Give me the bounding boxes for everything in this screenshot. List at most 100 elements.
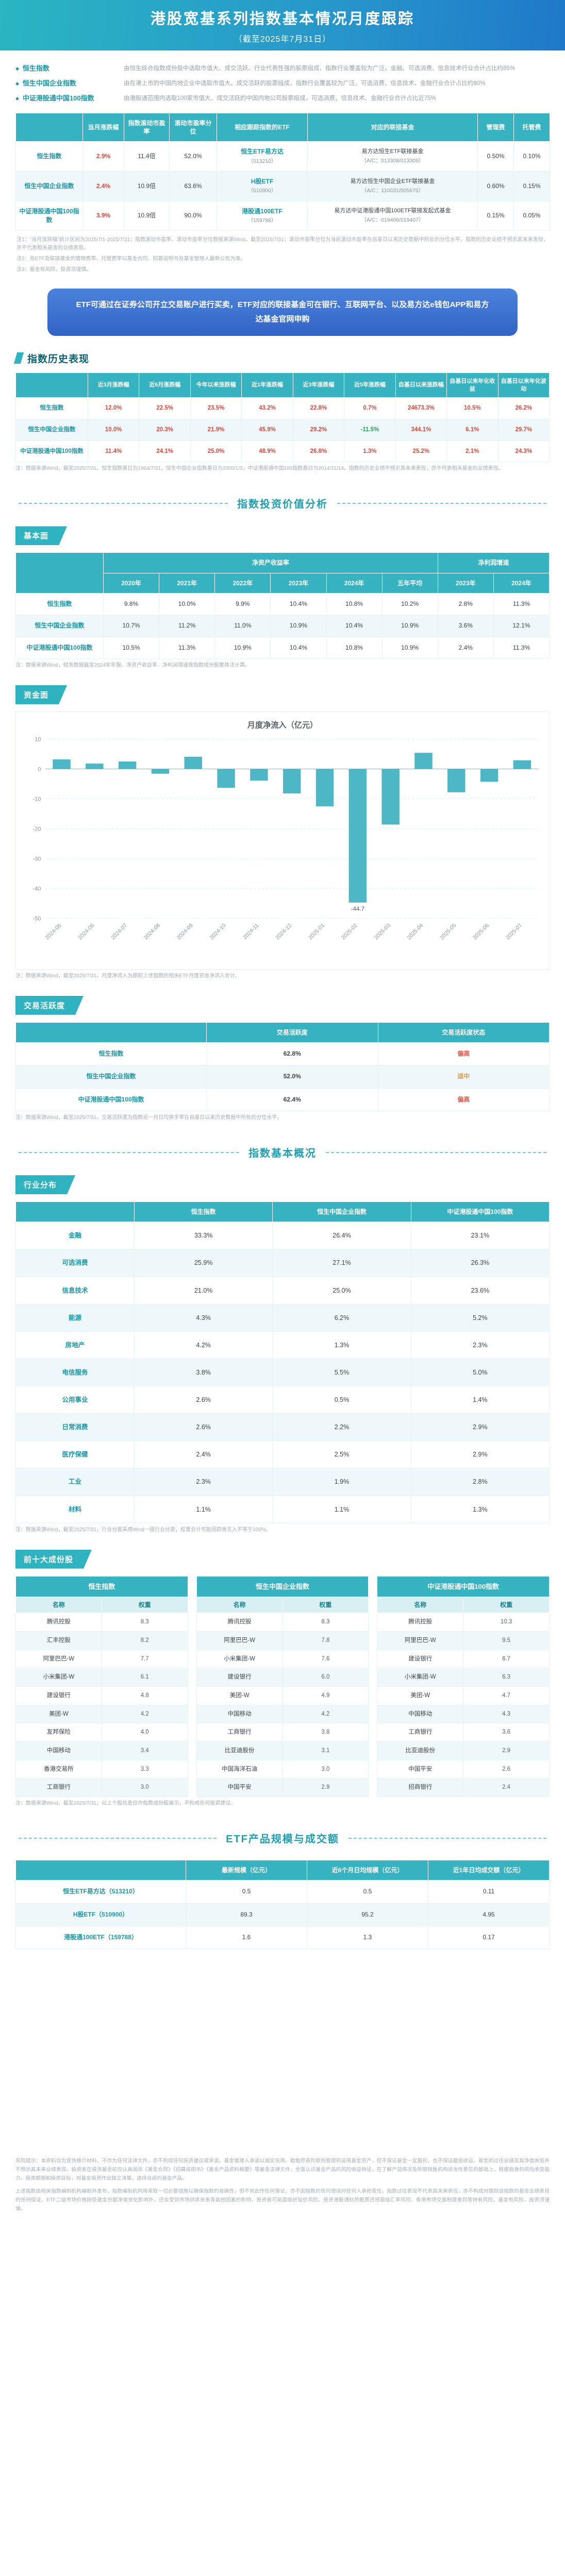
- fundamental-value: 9.9%: [214, 592, 271, 616]
- etf-products-table-head: 最新规模（亿元） 近6个月日均规模（亿元） 近1年日均成交额（亿元）: [15, 1860, 550, 1881]
- holdings-index-title: 恒生指数: [15, 1575, 188, 1598]
- index-intro-term: ◆ 恒生中国企业指数: [15, 79, 124, 89]
- industry-weight: 4.2%: [134, 1331, 273, 1359]
- return-value: 12.0%: [87, 397, 140, 420]
- page-content: ◆ 恒生指数 由恒生综合指数成份股中选取市值大、成交活跃、行业代表性强的股票组成，指…: [0, 50, 565, 1950]
- column-header: 最新规模（亿元）: [186, 1860, 307, 1881]
- fundamental-value: 10.9%: [381, 636, 438, 659]
- industry-weight: 2.9%: [410, 1440, 550, 1469]
- column-header: 指数滚动市盈率: [124, 112, 170, 142]
- divider-dash-left: [19, 1151, 239, 1153]
- column-header: 权重: [101, 1597, 188, 1614]
- feeder-fund-code: （A/C：110031/005675）: [361, 187, 424, 194]
- etf-product-name: 港股通100ETF（159788）: [15, 1926, 186, 1950]
- svg-text:0: 0: [38, 767, 41, 773]
- industry-name: 日常消费: [15, 1413, 135, 1442]
- fundamentals-tag: 基本面: [15, 526, 67, 545]
- fund-flow-chart-box: 月度净流入（亿元） 10 0 -10 -20 -30 -40 -50 2024-05 2024-0…: [15, 711, 550, 970]
- column-header: 近6月涨跌幅: [139, 372, 191, 398]
- table-row: 美团-W 4.9: [196, 1686, 369, 1705]
- table-row: 中国移动 3.4: [15, 1741, 188, 1760]
- product-value: 95.2: [307, 1903, 428, 1927]
- table-row: 建设银行 6.0: [196, 1668, 369, 1687]
- table-row: 招商银行 2.4: [377, 1778, 550, 1798]
- fundamentals-table-head: 净资产收益率 净利润增速 2020年 2021年 2022年 2023年 2024年 五年平…: [15, 552, 550, 594]
- fundamental-value: 10.9%: [270, 615, 327, 637]
- feeder-fund-name: 易方达恒生中国企业ETF联接基金: [350, 178, 435, 184]
- fundamental-value: 10.9%: [214, 636, 271, 659]
- industry-weight: 0.5%: [272, 1386, 411, 1414]
- product-value: 1.6: [186, 1926, 307, 1950]
- stock-weight: 6.7: [463, 1649, 550, 1669]
- table-row: 中国海洋石油 3.0: [196, 1759, 369, 1779]
- etf-code: （159788）: [247, 217, 277, 224]
- etf-cell: 恒生ETF易方达 （513210）: [217, 141, 308, 172]
- management-fee: 0.60%: [477, 171, 514, 201]
- etf-name: 恒生ETF易方达: [241, 148, 284, 156]
- header-row: 恒生指数 恒生中国企业指数 中证港股通中国100指数: [15, 1201, 550, 1223]
- fundamental-value: 12.1%: [493, 615, 550, 637]
- table-row: 阿里巴巴-W 7.7: [15, 1649, 188, 1669]
- divider-overview-title: 指数基本概况: [248, 1148, 317, 1160]
- column-header: 管理费: [477, 112, 514, 142]
- index-name: 恒生指数: [22, 64, 49, 72]
- stock-name: 腾讯控股: [377, 1613, 464, 1632]
- column-header: 名称: [377, 1597, 464, 1614]
- column-header: 自基日以来年化波动: [497, 372, 550, 398]
- custody-fee: 0.05%: [513, 200, 550, 231]
- etf-name: 港股通100ETF: [242, 207, 282, 215]
- fundamental-value: 10.5%: [103, 636, 160, 659]
- column-header: 滚动市盈率分位: [169, 112, 217, 142]
- fundamental-value: 2.4%: [437, 636, 494, 659]
- table-row: 恒生ETF易方达（513210） 0.5 0.5 0.11: [15, 1880, 550, 1904]
- fundamental-value: 11.3%: [493, 636, 550, 659]
- product-value: 89.3: [186, 1903, 307, 1927]
- svg-text:-44.7: -44.7: [351, 906, 365, 912]
- svg-text:2024-09: 2024-09: [176, 922, 194, 941]
- activity-status: 偏高: [377, 1042, 550, 1066]
- return-value: 48.9%: [241, 440, 293, 463]
- industry-name: 医疗保健: [15, 1440, 135, 1469]
- stock-weight: 3.1: [282, 1741, 369, 1760]
- feeder-fund-cell: 易方达恒生中国企业ETF联接基金 （A/C：110031/005675）: [307, 171, 478, 201]
- stock-weight: 7.8: [282, 1631, 369, 1650]
- index-name: 恒生指数: [15, 141, 83, 172]
- stock-weight: 3.0: [282, 1759, 369, 1779]
- holdings-index-title: 恒生中国企业指数: [196, 1575, 369, 1598]
- index-name: 中证港股通中国100指数: [15, 1088, 207, 1112]
- divider-overview: 指数基本概况: [19, 1145, 546, 1160]
- stock-weight: 6.3: [463, 1668, 550, 1687]
- industry-weight: 2.3%: [134, 1468, 273, 1496]
- index-intro-item: ◆ 恒生中国企业指数 由在港上市的中国内地企业中选取市值大、成交活跃的股票组成，指数…: [15, 79, 550, 89]
- product-value: 1.3: [307, 1926, 428, 1950]
- table-row: 中国移动 4.2: [196, 1704, 369, 1724]
- stock-name: 中国移动: [377, 1704, 464, 1724]
- industry-weight: 33.3%: [134, 1222, 273, 1250]
- fundamental-value: 10.4%: [270, 636, 327, 659]
- industry-weight: 21.0%: [134, 1276, 273, 1304]
- feeder-fund-code: （A/C：013308/013309）: [361, 157, 424, 164]
- index-name: 恒生中国企业指数: [22, 79, 76, 87]
- stock-weight: 9.5: [463, 1631, 550, 1650]
- divider-dash-right: [326, 1151, 546, 1153]
- column-header: 恒生中国企业指数: [272, 1201, 411, 1223]
- industry-weight: 1.3%: [272, 1331, 411, 1359]
- fundamental-value: 10.8%: [326, 636, 383, 659]
- holdings-table-head: 中证港股通中国100指数 名称 权重: [377, 1575, 550, 1614]
- subheader-row: 名称 权重: [15, 1597, 188, 1614]
- table-row: 能源 4.3% 6.2% 5.2%: [15, 1303, 550, 1332]
- column-header: 自基日以来涨跌幅: [395, 372, 447, 398]
- index-intro-list: ◆ 恒生指数 由恒生综合指数成份股中选取市值大、成交活跃、行业代表性强的股票组成，指…: [15, 64, 550, 104]
- industry-weight: 5.2%: [410, 1303, 550, 1332]
- stock-weight: 3.3: [101, 1759, 188, 1779]
- column-group-header: 净资产收益率: [103, 552, 438, 573]
- stock-name: 阿里巴巴-W: [15, 1649, 102, 1669]
- table-row: 香港交易所 3.3: [15, 1759, 188, 1779]
- svg-text:2025-06: 2025-06: [472, 922, 490, 941]
- return-value: 10.0%: [87, 419, 140, 441]
- column-header: 近1年涨跌幅: [241, 372, 293, 398]
- holdings-index-title: 中证港股通中国100指数: [377, 1575, 550, 1598]
- table-row: 美团-W 4.7: [377, 1686, 550, 1705]
- header-row: 当月涨跌幅 指数滚动市盈率 滚动市盈率分位 相应跟踪指数的ETF 对应的联接基金 管理费托…: [15, 112, 550, 142]
- svg-text:2025-05: 2025-05: [439, 922, 457, 941]
